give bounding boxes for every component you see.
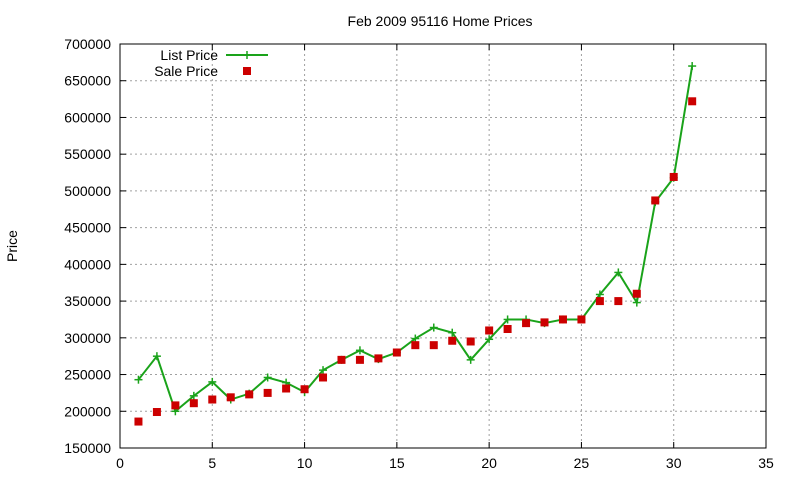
y-tick-label: 550000 xyxy=(64,146,111,162)
sale-price-point xyxy=(651,196,660,205)
sale-price-point xyxy=(300,385,309,394)
list-price-point xyxy=(263,373,272,382)
y-tick-label: 250000 xyxy=(64,367,111,383)
x-tick-label: 20 xyxy=(481,455,497,471)
sale-price-point xyxy=(263,388,272,397)
sale-price-point xyxy=(503,325,512,334)
list-price-point xyxy=(152,352,161,361)
x-tick-label: 35 xyxy=(758,455,774,471)
sale-price-point xyxy=(282,384,291,393)
legend-label: Sale Price xyxy=(154,63,218,79)
axes xyxy=(119,43,767,449)
list-price-point xyxy=(688,62,697,71)
sale-price-point xyxy=(355,355,364,364)
sale-price-point xyxy=(485,326,494,335)
sale-price-point xyxy=(411,341,420,350)
sale-price-point xyxy=(134,417,143,426)
y-tick-label: 700000 xyxy=(64,36,111,52)
y-tick-label: 150000 xyxy=(64,440,111,456)
sale-price-point xyxy=(540,318,549,327)
legend-square-swatch xyxy=(243,67,251,75)
list-price-point xyxy=(134,375,143,384)
y-tick-label: 350000 xyxy=(64,293,111,309)
sale-price-point xyxy=(171,401,180,410)
sale-price-point xyxy=(189,399,198,408)
x-tick-label: 25 xyxy=(574,455,590,471)
sale-price-point xyxy=(632,289,641,298)
y-tick-label: 500000 xyxy=(64,183,111,199)
tick-labels: 0 5 10 15 20 25 30 35 150000 200000 250000 300000 35… xyxy=(64,36,774,471)
list-price-point xyxy=(189,391,198,400)
x-tick-label: 5 xyxy=(208,455,216,471)
sale-price-point xyxy=(522,319,531,328)
y-tick-label: 200000 xyxy=(64,403,111,419)
sale-price-point xyxy=(669,172,678,181)
list-price-point xyxy=(448,328,457,337)
sale-price-point xyxy=(152,408,161,417)
chart-title: Feb 2009 95116 Home Prices xyxy=(348,13,533,29)
sale-price-point xyxy=(688,97,697,106)
list-price-point xyxy=(466,355,475,364)
sale-price-point xyxy=(226,393,235,402)
list-price-point xyxy=(319,366,328,375)
sale-price-point xyxy=(374,354,383,363)
x-tick-label: 0 xyxy=(116,455,124,471)
x-tick-label: 30 xyxy=(666,455,682,471)
list-price-point xyxy=(208,377,217,386)
sale-price-point xyxy=(466,337,475,346)
series-marks xyxy=(134,62,697,426)
x-tick-label: 10 xyxy=(297,455,313,471)
sale-price-point xyxy=(558,315,567,324)
list-price-point xyxy=(632,298,641,307)
y-tick-label: 400000 xyxy=(64,256,111,272)
list-price-point xyxy=(355,346,364,355)
y-tick-label: 300000 xyxy=(64,330,111,346)
y-axis-label: Price xyxy=(4,230,20,262)
x-tick-label: 15 xyxy=(389,455,405,471)
legend-label: List Price xyxy=(160,47,218,63)
plot-frame xyxy=(119,43,767,449)
sale-price-point xyxy=(614,297,623,306)
y-tick-label: 600000 xyxy=(64,109,111,125)
list-price-point xyxy=(614,268,623,277)
sale-price-point xyxy=(319,373,328,382)
list-price-point xyxy=(485,335,494,344)
list-price-point xyxy=(503,315,512,324)
sale-price-point xyxy=(337,355,346,364)
sale-price-point xyxy=(245,390,254,399)
sale-price-point xyxy=(595,297,604,306)
sale-price-point xyxy=(392,348,401,357)
sale-price-point xyxy=(448,336,457,345)
list-price-point xyxy=(429,323,438,332)
sale-price-point xyxy=(577,315,586,324)
sale-price-point xyxy=(429,341,438,350)
y-tick-label: 650000 xyxy=(64,73,111,89)
sale-price-point xyxy=(208,395,217,404)
y-tick-label: 450000 xyxy=(64,220,111,236)
